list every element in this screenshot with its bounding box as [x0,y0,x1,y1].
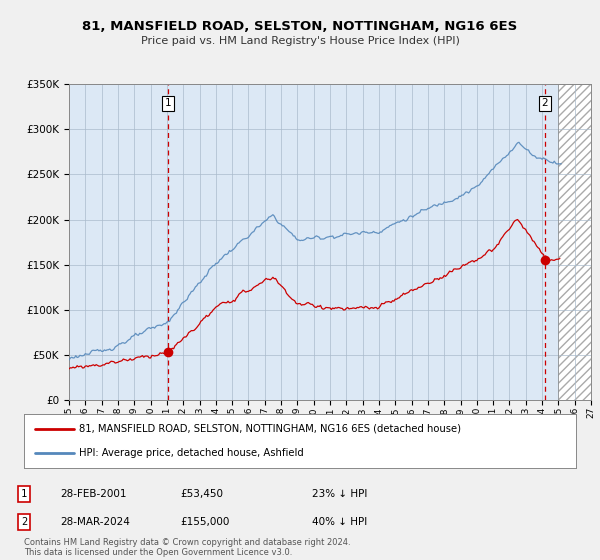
Text: 81, MANSFIELD ROAD, SELSTON, NOTTINGHAM, NG16 6ES (detached house): 81, MANSFIELD ROAD, SELSTON, NOTTINGHAM,… [79,424,461,434]
Text: 23% ↓ HPI: 23% ↓ HPI [312,489,367,499]
Text: 40% ↓ HPI: 40% ↓ HPI [312,517,367,527]
Text: 28-MAR-2024: 28-MAR-2024 [60,517,130,527]
Text: HPI: Average price, detached house, Ashfield: HPI: Average price, detached house, Ashf… [79,448,304,458]
Text: 1: 1 [21,489,27,499]
Text: £53,450: £53,450 [180,489,223,499]
Bar [559,84,591,400]
Text: Price paid vs. HM Land Registry's House Price Index (HPI): Price paid vs. HM Land Registry's House … [140,36,460,46]
Bar [559,84,591,400]
Text: 2: 2 [21,517,27,527]
Text: 2: 2 [541,98,548,108]
Text: £155,000: £155,000 [180,517,229,527]
Text: Contains HM Land Registry data © Crown copyright and database right 2024.
This d: Contains HM Land Registry data © Crown c… [24,538,350,557]
Text: 28-FEB-2001: 28-FEB-2001 [60,489,127,499]
Text: 1: 1 [165,98,172,108]
Text: 81, MANSFIELD ROAD, SELSTON, NOTTINGHAM, NG16 6ES: 81, MANSFIELD ROAD, SELSTON, NOTTINGHAM,… [82,20,518,32]
